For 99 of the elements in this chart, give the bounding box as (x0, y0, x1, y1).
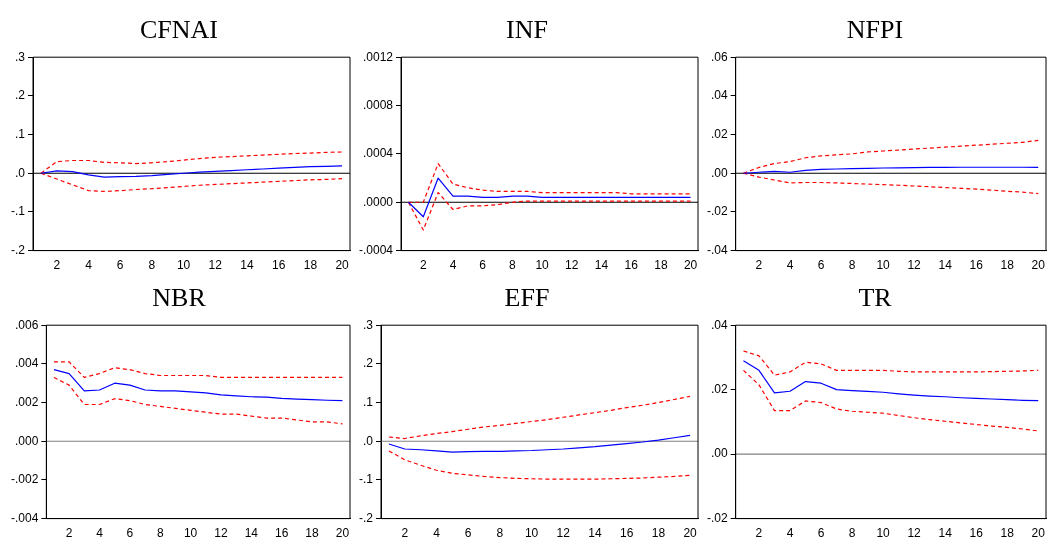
y-tick-label: -.04 (706, 242, 728, 257)
x-tick-label: 12 (907, 526, 922, 541)
y-tick-label: .3 (362, 317, 374, 332)
x-tick-label: 14 (938, 258, 953, 273)
x-tick-label: 4 (96, 526, 104, 541)
y-tick-label: .04 (710, 317, 728, 332)
x-tick-label: 8 (156, 526, 164, 541)
x-tick-label: 6 (126, 526, 134, 541)
x-tick-label: 4 (433, 526, 441, 541)
x-tick-label: 6 (116, 258, 124, 273)
y-tick-label: .1 (14, 126, 26, 141)
x-tick-label: 14 (240, 258, 254, 273)
y-tick-label: .00 (710, 446, 728, 461)
x-tick-label: 10 (876, 258, 891, 273)
y-tick-label: .0012 (362, 49, 394, 64)
x-tick-label: 20 (1031, 526, 1046, 541)
x-tick-label: 4 (786, 258, 794, 273)
y-tick-label: .0 (362, 433, 374, 448)
x-tick-label: 2 (419, 258, 427, 273)
x-tick-label: 16 (620, 526, 634, 541)
x-tick-label: 14 (938, 526, 953, 541)
x-tick-label: 6 (817, 258, 825, 273)
x-tick-label: 4 (786, 526, 794, 541)
x-tick-label: 10 (183, 526, 198, 541)
x-tick-label: 8 (848, 258, 856, 273)
y-tick-label: -.0004 (358, 242, 394, 257)
x-tick-label: 2 (755, 258, 763, 273)
y-tick-label: -.1 (10, 204, 26, 219)
chart-title: NFPI (846, 15, 904, 45)
x-tick-label: 12 (907, 258, 922, 273)
y-tick-label: -.004 (10, 510, 39, 525)
y-tick-label: -.02 (706, 510, 728, 525)
x-tick-label: 6 (479, 258, 487, 273)
x-tick-label: 4 (449, 258, 457, 273)
x-tick-label: 18 (654, 258, 668, 273)
x-tick-label: 10 (524, 526, 539, 541)
y-tick-label: .1 (362, 394, 374, 409)
x-tick-label: 12 (208, 258, 223, 273)
y-tick-label: .3 (14, 49, 26, 64)
chart-title: NBR (152, 283, 207, 313)
y-tick-label: -.002 (10, 472, 39, 487)
x-tick-label: 6 (464, 526, 472, 541)
y-tick-label: .0008 (362, 97, 394, 112)
x-tick-label: 2 (401, 526, 409, 541)
y-tick-label: .0004 (362, 146, 394, 161)
x-tick-label: 16 (624, 258, 639, 273)
x-tick-label: 20 (335, 526, 350, 541)
chart-title: TR (858, 283, 893, 313)
x-tick-label: 8 (848, 526, 856, 541)
x-tick-label: 18 (1000, 526, 1015, 541)
x-tick-label: 20 (1031, 258, 1046, 273)
y-tick-label: -.02 (706, 204, 728, 219)
x-tick-label: 2 (65, 526, 73, 541)
y-tick-label: .004 (14, 356, 39, 371)
x-tick-label: 14 (588, 526, 602, 541)
x-tick-label: 16 (969, 526, 984, 541)
y-tick-label: .000 (14, 433, 39, 448)
x-tick-label: 18 (651, 526, 666, 541)
x-tick-label: 12 (556, 526, 571, 541)
y-tick-label: .02 (710, 381, 728, 396)
y-tick-label: -.2 (10, 242, 26, 257)
x-tick-label: 14 (244, 526, 259, 541)
x-tick-label: 4 (85, 258, 93, 273)
x-tick-label: 14 (594, 258, 609, 273)
x-tick-label: 10 (176, 258, 191, 273)
y-tick-label: .2 (14, 88, 26, 103)
x-tick-label: 16 (272, 258, 286, 273)
x-tick-label: 10 (876, 526, 891, 541)
x-tick-label: 18 (303, 258, 318, 273)
y-tick-label: .04 (710, 88, 728, 103)
x-tick-label: 20 (335, 258, 350, 273)
x-tick-label: 2 (53, 258, 61, 273)
x-tick-label: 20 (683, 258, 698, 273)
x-tick-label: 8 (148, 258, 156, 273)
y-tick-label: -.1 (358, 472, 374, 487)
x-tick-label: 18 (305, 526, 320, 541)
chart-title: EFF (504, 283, 550, 313)
y-tick-label: .00 (710, 165, 728, 180)
y-tick-label: .002 (14, 394, 39, 409)
x-tick-label: 2 (755, 526, 763, 541)
x-tick-label: 12 (214, 526, 228, 541)
y-tick-label: .02 (710, 126, 728, 141)
x-tick-label: 8 (509, 258, 517, 273)
y-tick-label: .0000 (362, 194, 394, 209)
x-tick-label: 20 (683, 526, 698, 541)
x-tick-label: 16 (969, 258, 984, 273)
x-tick-label: 16 (275, 526, 289, 541)
x-tick-label: 8 (496, 526, 504, 541)
chart-title: INF (506, 15, 548, 45)
y-tick-label: .2 (362, 356, 374, 371)
chart-title: CFNAI (139, 15, 219, 45)
x-tick-label: 18 (1000, 258, 1015, 273)
y-tick-label: .0 (14, 165, 26, 180)
x-tick-label: 6 (817, 526, 825, 541)
y-tick-label: .06 (710, 49, 728, 64)
y-tick-label: .006 (14, 317, 39, 332)
y-tick-label: -.2 (358, 510, 374, 525)
x-tick-label: 12 (565, 258, 579, 273)
x-tick-label: 10 (535, 258, 550, 273)
